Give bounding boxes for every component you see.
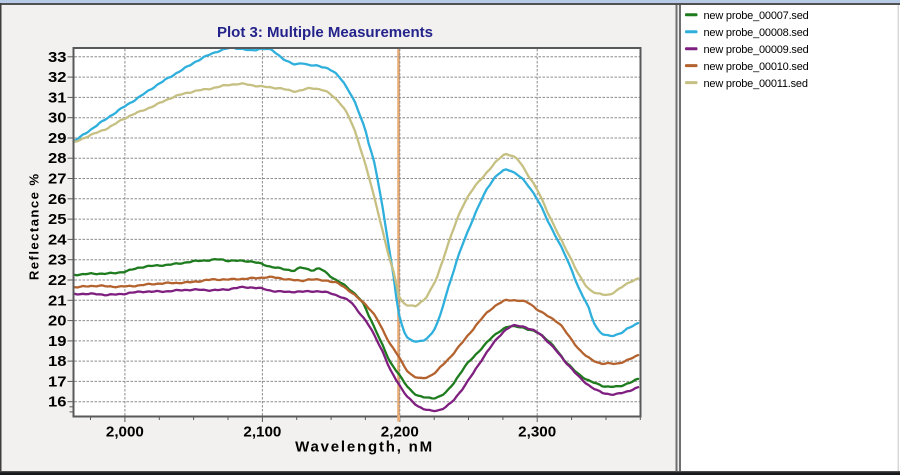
svg-text:29: 29 [48, 131, 67, 147]
svg-text:22: 22 [48, 273, 67, 289]
svg-text:19: 19 [48, 334, 67, 350]
svg-text:25: 25 [48, 212, 67, 228]
svg-text:new probe_00010.sed: new probe_00010.sed [704, 61, 809, 73]
svg-text:27: 27 [48, 172, 67, 188]
svg-text:21: 21 [48, 293, 67, 309]
svg-text:26: 26 [48, 192, 67, 208]
svg-text:31: 31 [48, 90, 67, 106]
svg-text:32: 32 [48, 70, 67, 86]
svg-text:16: 16 [48, 395, 67, 411]
svg-text:Reflectance %: Reflectance % [27, 172, 42, 280]
svg-text:Wavelength, nM: Wavelength, nM [295, 439, 434, 456]
svg-text:24: 24 [48, 232, 67, 248]
svg-text:new probe_00009.sed: new probe_00009.sed [704, 44, 809, 56]
svg-text:2,100: 2,100 [243, 424, 281, 440]
svg-text:33: 33 [48, 50, 67, 66]
svg-text:2,200: 2,200 [381, 424, 419, 440]
svg-text:new probe_00007.sed: new probe_00007.sed [704, 10, 809, 22]
svg-text:18: 18 [48, 354, 67, 370]
svg-text:new probe_00011.sed: new probe_00011.sed [704, 78, 808, 90]
svg-text:23: 23 [48, 253, 67, 269]
svg-text:30: 30 [48, 111, 67, 127]
svg-text:Plot 3: Multiple Measurements: Plot 3: Multiple Measurements [217, 24, 433, 41]
svg-text:2,000: 2,000 [106, 424, 144, 440]
svg-text:20: 20 [48, 314, 67, 330]
svg-text:2,300: 2,300 [518, 424, 556, 440]
svg-text:17: 17 [48, 374, 67, 390]
svg-text:new probe_00008.sed: new probe_00008.sed [704, 27, 809, 39]
svg-text:28: 28 [48, 151, 67, 167]
